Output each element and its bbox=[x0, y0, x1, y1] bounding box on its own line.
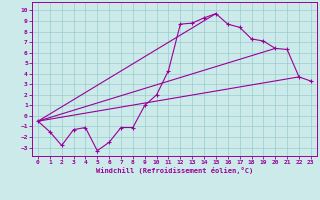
X-axis label: Windchill (Refroidissement éolien,°C): Windchill (Refroidissement éolien,°C) bbox=[96, 167, 253, 174]
